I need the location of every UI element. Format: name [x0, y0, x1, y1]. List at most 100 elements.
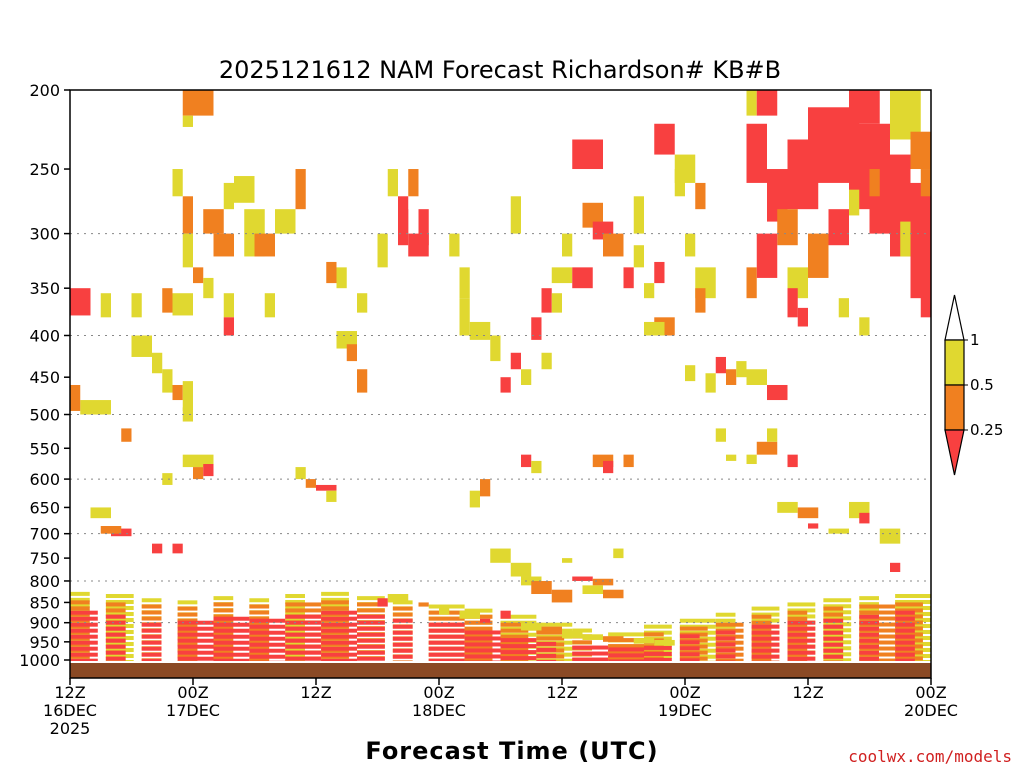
surface-layer-cell [895, 614, 923, 619]
ri-cell [603, 460, 614, 474]
surface-layer-cell [105, 644, 126, 649]
ri-cell [234, 176, 255, 203]
surface-layer-cell [823, 636, 844, 641]
ri-cell [521, 622, 542, 631]
x-tick-label: 00Z [423, 683, 454, 702]
surface-layer-cell [177, 656, 214, 661]
ri-cell [223, 182, 234, 210]
surface-layer-cell [321, 634, 357, 639]
surface-layer-cell [751, 612, 780, 617]
ri-cell [562, 630, 583, 639]
surface-layer-cell [213, 652, 250, 657]
surface-layer-cell [859, 614, 879, 619]
surface-layer-cell [249, 634, 270, 639]
surface-layer-cell [213, 634, 250, 639]
surface-layer-cell [392, 612, 413, 617]
ri-cell [500, 377, 511, 393]
ri-cell [172, 169, 183, 197]
surface-layer-cell [751, 626, 772, 631]
surface-layer-cell [177, 606, 198, 611]
surface-layer-cell [895, 610, 915, 615]
surface-layer-cell [357, 638, 385, 643]
surface-layer-cell [428, 634, 465, 639]
surface-layer-cell [177, 626, 214, 631]
ri-cell [459, 610, 480, 619]
surface-layer-cell [536, 659, 557, 662]
ri-cell [182, 196, 193, 234]
surface-layer-cell [823, 610, 852, 615]
surface-layer-cell [213, 638, 234, 643]
ri-cell [644, 283, 655, 299]
surface-layer-cell [321, 591, 349, 596]
surface-layer-cell [644, 632, 664, 637]
surface-layer-cell [715, 658, 744, 662]
surface-layer-cell [249, 622, 270, 627]
surface-layer-cell [249, 630, 286, 635]
surface-layer-cell [787, 608, 816, 613]
surface-layer-cell [895, 634, 915, 639]
surface-layer-cell [213, 626, 234, 631]
surface-layer-cell [823, 642, 844, 647]
ri-cell [193, 90, 214, 116]
surface-layer-cell [213, 616, 250, 621]
surface-layer-cell [357, 650, 385, 655]
surface-layer-cell [859, 596, 879, 601]
ri-cell [562, 233, 573, 257]
surface-layer-cell [249, 654, 286, 659]
ri-cell [541, 626, 562, 635]
chart-title: 2025121612 NAM Forecast Richardson# KB#B [219, 56, 781, 84]
surface-layer-cell [500, 628, 529, 633]
x-tick-label: 19DEC [658, 701, 712, 720]
surface-layer-cell [141, 652, 162, 657]
surface-layer-cell [823, 628, 852, 633]
ri-cell [182, 454, 214, 468]
ri-cell [264, 293, 275, 318]
surface-layer-cell [500, 656, 537, 661]
surface-layer-cell [751, 650, 772, 655]
ri-cell [100, 526, 122, 534]
y-tick-label: 750 [29, 549, 60, 568]
ri-cell [562, 558, 573, 563]
ri-cell [633, 196, 644, 234]
surface-layer-cell [105, 602, 126, 607]
surface-layer-cell [249, 598, 270, 603]
surface-layer-cell [895, 632, 923, 637]
surface-layer-cell [321, 652, 357, 657]
surface-layer-cell [572, 640, 592, 645]
ri-cell [510, 352, 521, 370]
surface-layer-cell [715, 630, 736, 635]
surface-layer-cell [105, 648, 134, 653]
surface-layer-cell [500, 614, 537, 619]
surface-layer-cell [285, 602, 322, 607]
surface-layer-cell [464, 650, 493, 655]
surface-layer-cell [105, 636, 134, 641]
surface-layer-cell [859, 602, 879, 607]
surface-layer-cell [823, 646, 852, 651]
surface-layer-cell [787, 602, 816, 607]
surface-layer-cell [141, 604, 162, 609]
surface-layer-cell [177, 620, 214, 625]
surface-layer-cell [70, 652, 98, 657]
surface-layer-cell [249, 648, 286, 653]
surface-layer-cell [859, 626, 879, 631]
ri-cell [336, 267, 347, 289]
ri-cell [408, 169, 419, 197]
surface-layer-cell [608, 656, 644, 661]
surface-layer-cell [823, 606, 844, 611]
surface-layer-cell [428, 658, 465, 662]
surface-layer-cell [285, 626, 322, 631]
surface-layer-cell [285, 656, 322, 661]
surface-layer-cell [105, 656, 126, 661]
x-tick-label: 12Z [792, 683, 823, 702]
ri-cell [193, 467, 204, 480]
surface-layer-cell [428, 646, 465, 651]
ri-cell [920, 267, 931, 318]
surface-layer-cell [751, 618, 780, 623]
surface-layer-cell [70, 622, 98, 627]
surface-layer-cell [572, 651, 609, 656]
ri-cell [449, 233, 460, 257]
surface-layer-cell [572, 657, 609, 662]
ri-cell [674, 154, 696, 183]
surface-layer-cell [141, 628, 162, 633]
ri-cell [439, 606, 450, 615]
